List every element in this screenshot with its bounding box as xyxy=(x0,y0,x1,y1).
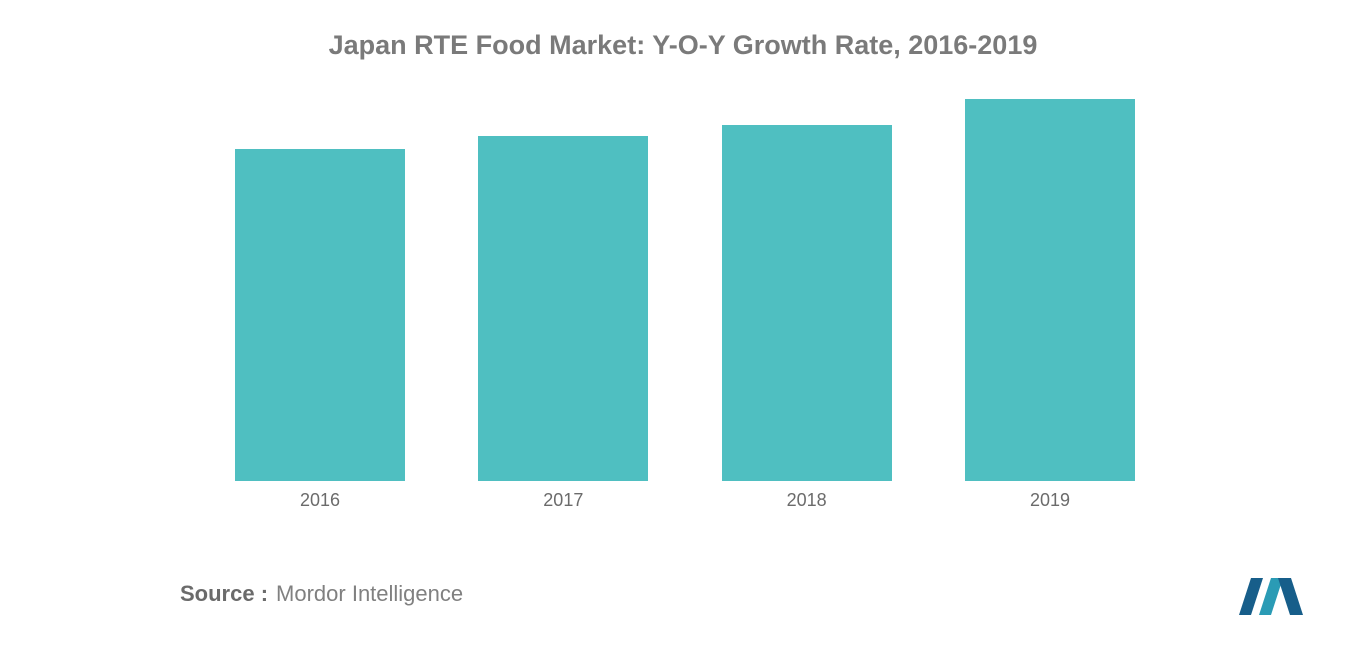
logo-bars xyxy=(1239,578,1303,615)
source-text: Mordor Intelligence xyxy=(276,581,463,607)
mordor-logo-icon xyxy=(1236,573,1306,615)
chart-title: Japan RTE Food Market: Y-O-Y Growth Rate… xyxy=(0,30,1366,61)
bar-group xyxy=(478,136,648,481)
bar-2018 xyxy=(722,125,892,481)
bar-2017 xyxy=(478,136,648,481)
source-attribution: Source : Mordor Intelligence xyxy=(180,581,463,607)
bar-group xyxy=(965,99,1135,481)
x-label: 2019 xyxy=(965,490,1135,511)
source-label: Source : xyxy=(180,581,268,607)
chart-container: Japan RTE Food Market: Y-O-Y Growth Rate… xyxy=(0,0,1366,655)
x-label: 2016 xyxy=(235,490,405,511)
bar-2016 xyxy=(235,149,405,481)
bar-group xyxy=(235,149,405,481)
chart-area: 2016 2017 2018 2019 xyxy=(235,91,1135,481)
bar-2019 xyxy=(965,99,1135,481)
bars-row xyxy=(235,91,1135,481)
x-label: 2018 xyxy=(722,490,892,511)
bar-group xyxy=(722,125,892,481)
x-axis-labels: 2016 2017 2018 2019 xyxy=(235,490,1135,511)
x-label: 2017 xyxy=(478,490,648,511)
